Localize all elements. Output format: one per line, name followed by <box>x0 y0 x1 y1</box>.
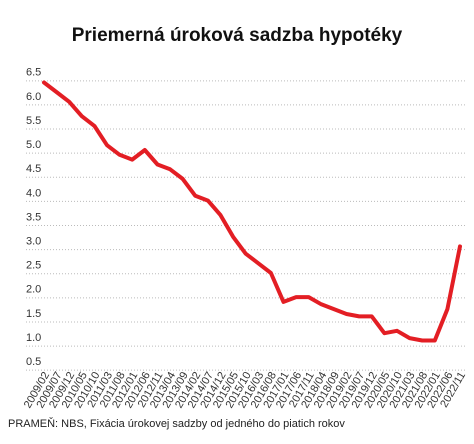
y-tick-label: 5.5 <box>26 115 41 127</box>
y-tick-label: 2.5 <box>26 260 41 272</box>
y-tick-label: 6.0 <box>26 91 41 103</box>
source-note: PRAMEŇ: NBS, Fixácia úrokovej sadzby od … <box>8 417 345 430</box>
y-tick-label: 3.0 <box>26 236 41 248</box>
y-tick-label: 2.0 <box>26 284 41 296</box>
y-tick-label: 3.5 <box>26 211 41 223</box>
y-tick-label: 0.5 <box>26 356 41 368</box>
y-tick-label: 1.0 <box>26 332 41 344</box>
y-tick-label: 1.5 <box>26 308 41 320</box>
y-tick-label: 4.5 <box>26 163 41 175</box>
chart-title: Priemerná úroková sadzba hypotéky <box>72 25 403 46</box>
y-tick-label: 6.5 <box>26 67 41 79</box>
y-tick-label: 5.0 <box>26 139 41 151</box>
y-tick-label: 4.0 <box>26 187 41 199</box>
data-line <box>42 80 462 343</box>
